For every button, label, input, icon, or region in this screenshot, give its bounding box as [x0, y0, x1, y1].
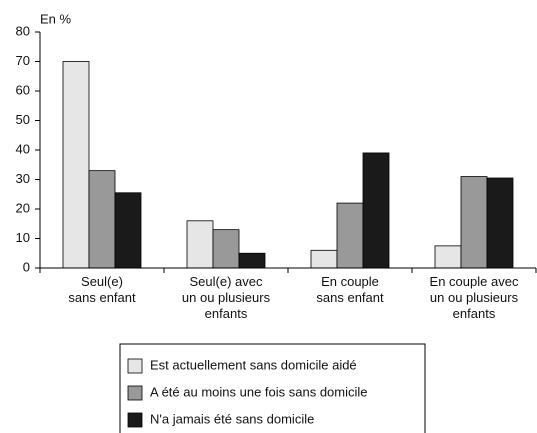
bar [434, 245, 462, 269]
y-tick-label: 40 [16, 141, 30, 156]
bar [336, 202, 364, 269]
y-tick-label: 80 [16, 23, 30, 38]
y-tick-label: 50 [16, 112, 30, 127]
bar [238, 252, 266, 269]
legend-label: A été au moins une fois sans domicile [150, 384, 368, 399]
legend-swatch [127, 358, 143, 374]
legend-box [119, 343, 426, 433]
bar [88, 170, 116, 269]
bar [460, 176, 488, 269]
bar [486, 177, 514, 269]
bar [310, 249, 338, 269]
x-tick-label: Seul(e) sans enfant [68, 274, 136, 305]
bar [62, 61, 90, 269]
y-tick-label: 70 [16, 53, 30, 68]
y-tick-label: 10 [16, 230, 30, 245]
x-tick-label: Seul(e) avec un ou plusieurs enfants [181, 274, 271, 321]
legend-label: N'a jamais été sans domicile [150, 411, 314, 426]
legend-label: Est actuellement sans domicile aidé [150, 357, 357, 372]
bar [114, 192, 142, 269]
y-axis-label: En % [40, 11, 72, 26]
y-tick-label: 60 [16, 82, 30, 97]
x-tick-label: En couple avec un ou plusieurs enfants [429, 274, 519, 321]
y-tick-label: 30 [16, 171, 30, 186]
bar [212, 229, 240, 269]
legend-swatch [127, 385, 143, 401]
x-tick-label: En couple sans enfant [316, 274, 384, 305]
legend-swatch [127, 412, 143, 428]
bar [186, 220, 214, 269]
bar [362, 152, 390, 269]
y-tick-label: 20 [16, 200, 30, 215]
y-tick-label: 0 [23, 259, 30, 274]
